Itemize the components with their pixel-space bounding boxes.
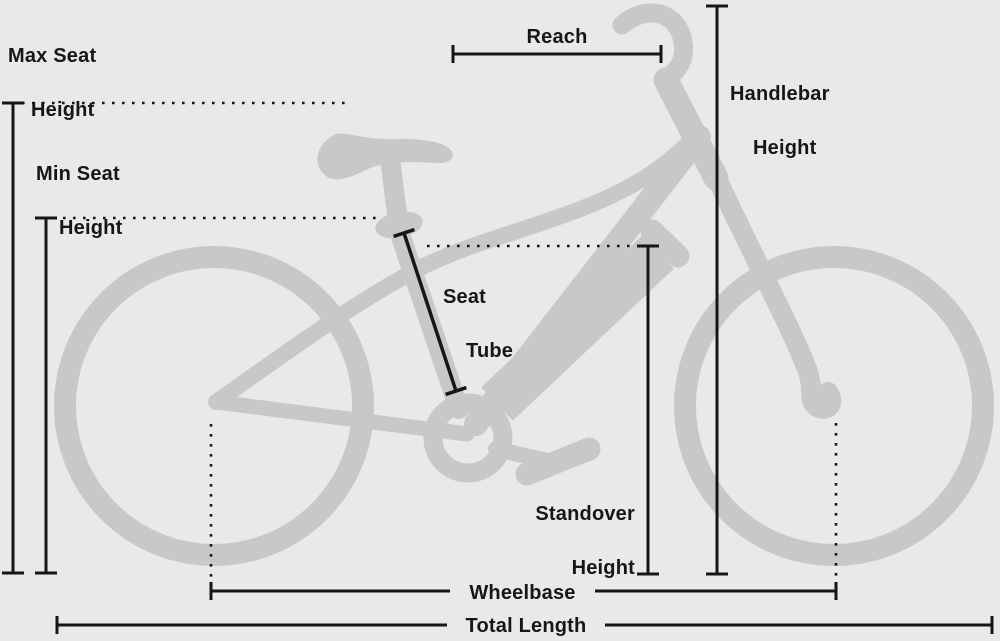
total-length-measure-line xyxy=(55,616,994,634)
seat-clamp-icon xyxy=(375,211,423,239)
handlebar-icon xyxy=(612,3,694,90)
handlebar-height-label: Handlebar Height xyxy=(730,81,830,162)
standover-height-line1: Standover xyxy=(535,503,635,525)
saddle-icon xyxy=(317,133,453,180)
reach-measure-line xyxy=(451,45,663,63)
dotted-guides xyxy=(22,101,838,585)
wheelbase-measure-line xyxy=(209,582,838,600)
seat-tube-line2: Tube xyxy=(466,340,514,362)
pedal-icon xyxy=(515,437,601,486)
wheelbase-label: Wheelbase xyxy=(469,582,576,604)
battery-hump-icon xyxy=(640,219,690,268)
seat-tube-frame-icon xyxy=(388,218,469,419)
seat-tube-measure-line xyxy=(393,227,467,397)
front-wheel-icon xyxy=(674,246,994,566)
min-seat-height-label: Min Seat Height xyxy=(36,161,122,242)
handlebar-height-line1: Handlebar xyxy=(730,83,830,105)
fork-icon xyxy=(704,162,842,419)
min-seat-height-line2: Height xyxy=(59,217,123,239)
head-tube-icon xyxy=(653,67,729,191)
battery-icon xyxy=(481,235,674,421)
standover-measure-line xyxy=(637,244,659,576)
total-length-label: Total Length xyxy=(465,615,587,637)
rear-wheel-icon xyxy=(54,246,374,566)
seat-tube-label: Seat Tube xyxy=(443,284,513,365)
max-seat-height-label: Max Seat Height xyxy=(8,43,96,124)
max-seat-height-line1: Max Seat xyxy=(8,45,97,67)
bike-silhouette-icon xyxy=(54,3,994,566)
handlebar-height-line2: Height xyxy=(753,137,817,159)
standover-height-label: Standover Height xyxy=(475,501,635,582)
seat-tube-line1: Seat xyxy=(443,286,487,308)
max-seat-height-line2: Height xyxy=(31,99,95,121)
reach-label: Reach xyxy=(526,26,588,48)
bottom-bracket-motor-icon xyxy=(423,393,513,483)
min-seat-height-line1: Min Seat xyxy=(36,163,120,185)
seatstay-toptube-icon xyxy=(208,124,707,410)
max-seat-measure-line xyxy=(2,101,24,575)
seat-post-icon xyxy=(380,156,408,224)
measurement-lines xyxy=(2,4,994,634)
min-seat-measure-line xyxy=(35,216,57,575)
standover-height-line2: Height xyxy=(571,557,635,579)
handlebar-measure-line xyxy=(706,4,728,576)
